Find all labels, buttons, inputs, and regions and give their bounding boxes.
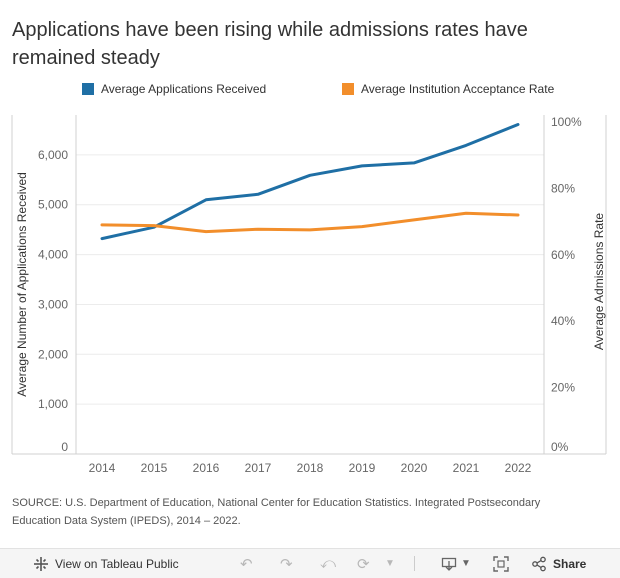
fullscreen-icon — [493, 555, 509, 572]
y2-tick-label: 80% — [551, 181, 575, 195]
x-tick-label: 2018 — [297, 461, 324, 475]
y2-tick-label: 0% — [551, 440, 569, 454]
series-line-applications — [100, 123, 520, 241]
chevron-down-icon: ▼ — [385, 558, 395, 569]
revert-button[interactable]: ⤺ — [320, 549, 336, 578]
legend-item-acceptance-rate[interactable]: Average Institution Acceptance Rate — [342, 82, 554, 96]
y-tick-label: 0 — [61, 440, 68, 454]
y-tick-label: 4,000 — [38, 248, 68, 262]
legend-swatch-acceptance-rate — [342, 83, 354, 95]
legend-item-applications[interactable]: Average Applications Received — [82, 82, 266, 96]
revert-icon: ⤺ — [320, 555, 337, 572]
undo-button[interactable]: ↶ — [240, 549, 253, 578]
y-tick-label: 3,000 — [38, 297, 68, 311]
y2-tick-label: 20% — [551, 381, 575, 395]
x-tick-label: 2016 — [193, 461, 220, 475]
y-tick-label: 6,000 — [38, 148, 68, 162]
x-tick-label: 2019 — [349, 461, 376, 475]
share-label: Share — [553, 556, 587, 571]
y2-tick-label: 100% — [551, 115, 582, 129]
y-tick-label: 5,000 — [38, 198, 68, 212]
x-tick-label: 2021 — [453, 461, 480, 475]
refresh-button[interactable]: ⟳ — [357, 549, 370, 578]
tableau-logo-icon — [34, 556, 48, 571]
download-button[interactable]: ▼ — [441, 549, 471, 578]
series-line-acceptance-rate — [100, 211, 520, 234]
refresh-options-dropdown[interactable]: ▼ — [385, 549, 395, 578]
chart-title: Applications have been rising while admi… — [12, 19, 528, 69]
redo-icon: ↷ — [280, 555, 293, 573]
y2-axis-title: Average Admissions Rate — [592, 213, 606, 351]
view-on-tableau-public-link[interactable]: View on Tableau Public — [33, 549, 179, 578]
share-icon — [532, 556, 546, 571]
download-chevron-icon: ▼ — [461, 558, 471, 569]
legend: Average Applications Received Average In… — [0, 82, 620, 100]
refresh-icon: ⟳ — [357, 555, 370, 573]
legend-label-applications: Average Applications Received — [101, 82, 267, 96]
x-tick-label: 2020 — [401, 461, 428, 475]
line-chart: 0 1,000 2,000 3,000 4,000 5,000 6,000 0% 20% 40% 6… — [11, 115, 607, 475]
fullscreen-button[interactable] — [493, 549, 509, 578]
share-button[interactable]: Share — [531, 549, 586, 578]
source-note: SOURCE: U.S. Department of Education, Na… — [12, 497, 541, 527]
toolbar: View on Tableau Public ↶ ↷ ⤺ ⟳ ▼ ▼ Share — [0, 548, 620, 578]
x-tick-label: 2022 — [505, 461, 532, 475]
x-tick-label: 2015 — [141, 461, 168, 475]
y-axis-title: Average Number of Applications Received — [15, 172, 29, 397]
view-on-tableau-public-label: View on Tableau Public — [55, 556, 179, 571]
legend-swatch-applications — [82, 83, 94, 95]
redo-button[interactable]: ↷ — [280, 549, 293, 578]
download-icon — [441, 557, 457, 571]
x-tick-label: 2014 — [89, 461, 116, 475]
x-tick-label: 2017 — [245, 461, 272, 475]
y-tick-label: 1,000 — [38, 397, 68, 411]
y-tick-label: 2,000 — [38, 347, 68, 361]
y2-tick-label: 60% — [551, 248, 575, 262]
y2-tick-label: 40% — [551, 314, 575, 328]
toolbar-divider — [414, 556, 415, 571]
undo-icon: ↶ — [240, 555, 253, 573]
legend-label-acceptance-rate: Average Institution Acceptance Rate — [361, 82, 555, 96]
